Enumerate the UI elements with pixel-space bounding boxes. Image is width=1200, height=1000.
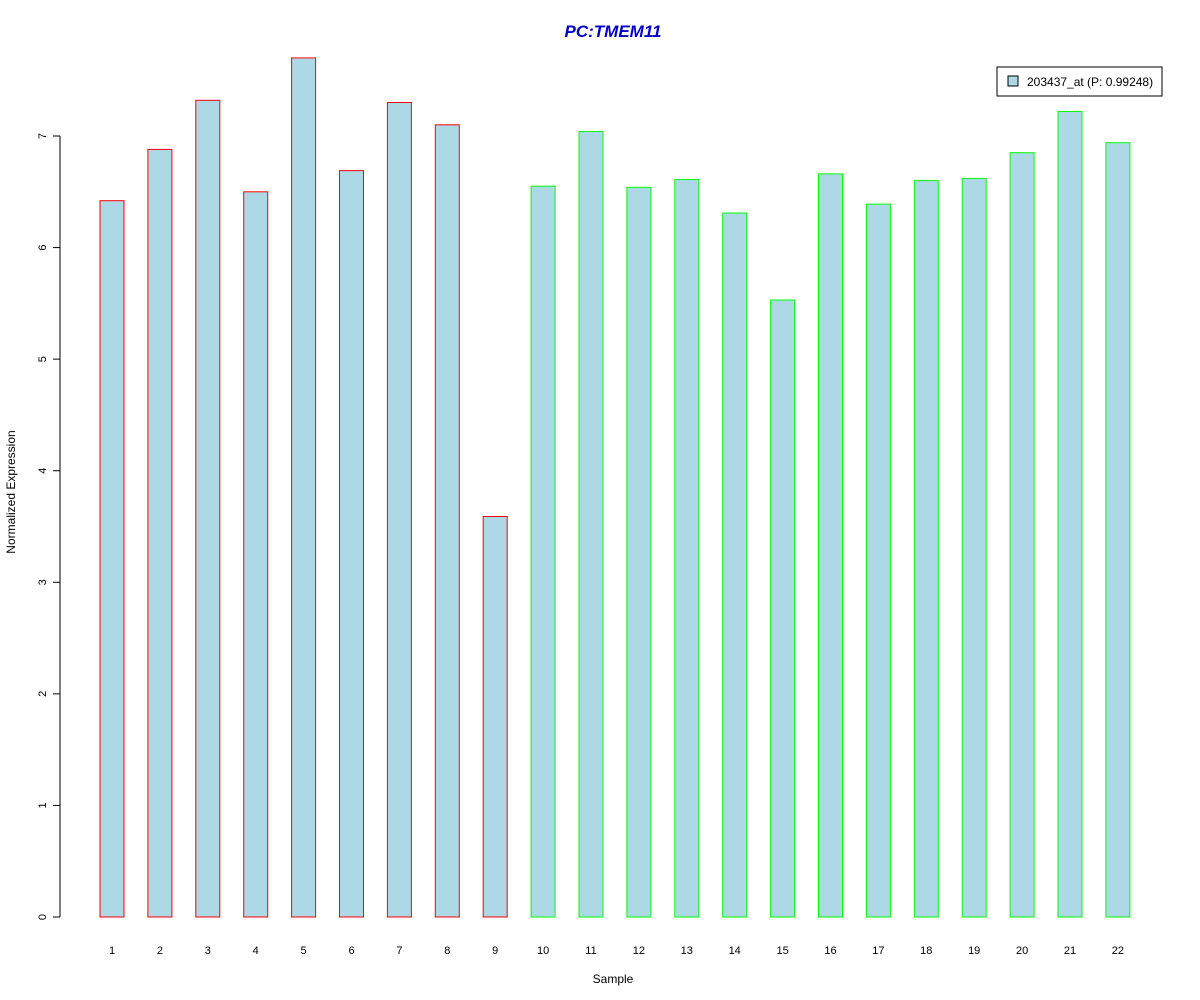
x-tick-label: 20 (1016, 945, 1028, 957)
x-tick-label: 9 (492, 945, 498, 957)
bar-sample-20 (1009, 152, 1035, 918)
x-tick-label: 13 (681, 945, 693, 957)
bar-sample-10 (530, 185, 556, 918)
x-tick-label: 16 (824, 945, 836, 957)
x-axis-label: Sample (593, 972, 634, 986)
y-tick-label: 4 (37, 468, 49, 474)
bar-sample-18 (913, 180, 939, 918)
bar-sample-5 (291, 57, 317, 918)
x-tick-label: 2 (157, 945, 163, 957)
x-tick-label: 21 (1064, 945, 1076, 957)
legend: 203437_at (P: 0.99248) (996, 66, 1163, 97)
legend-swatch (1007, 75, 1019, 87)
x-tick-label: 7 (396, 945, 402, 957)
bar-sample-8 (434, 124, 460, 918)
bar-sample-3 (195, 99, 221, 918)
y-tick-label: 3 (37, 579, 49, 585)
x-tick-label: 10 (537, 945, 549, 957)
x-tick-label: 11 (585, 945, 596, 957)
bar-sample-22 (1105, 142, 1131, 918)
y-tick-label: 7 (37, 133, 49, 139)
y-tick-label: 5 (37, 356, 49, 362)
bar-sample-9 (482, 516, 508, 918)
bar-sample-7 (386, 102, 412, 918)
x-tick-labels: 1 2 3 4 5 6 7 8 9 10 11 12 13 14 15 16 17 18 19 20 21 22 (109, 945, 1124, 957)
chart-title: PC:TMEM11 (565, 22, 662, 41)
x-tick-label: 15 (776, 945, 788, 957)
x-tick-label: 5 (301, 945, 307, 957)
bar-sample-19 (961, 177, 987, 918)
x-tick-label: 22 (1112, 945, 1124, 957)
bar-sample-6 (339, 170, 364, 918)
legend-box (996, 66, 1163, 97)
x-tick-label: 19 (968, 945, 980, 957)
legend-label: 203437_at (P: 0.99248) (1027, 75, 1153, 89)
y-tick-label: 0 (37, 914, 49, 920)
bar-sample-14 (722, 212, 748, 918)
bar-sample-15 (770, 299, 796, 918)
x-tick-label: 12 (633, 945, 645, 957)
x-tick-label: 3 (205, 945, 211, 957)
bar-sample-2 (147, 148, 173, 918)
y-tick-label: 6 (37, 245, 49, 251)
bar-sample-11 (578, 131, 604, 918)
x-tick-label: 14 (729, 945, 741, 957)
bar-sample-21 (1057, 111, 1083, 918)
bar-sample-12 (626, 186, 652, 918)
bar-sample-1 (99, 200, 125, 918)
y-tick-label: 2 (37, 691, 49, 697)
bars-group (99, 57, 1131, 918)
x-tick-label: 4 (253, 945, 259, 957)
y-axis: 0 1 2 3 4 5 6 7 (37, 133, 61, 920)
x-tick-label: 6 (348, 945, 354, 957)
bar-sample-16 (818, 173, 843, 918)
bar-sample-13 (674, 179, 700, 918)
y-tick-label: 1 (37, 802, 49, 808)
x-tick-label: 18 (920, 945, 932, 957)
x-tick-label: 17 (872, 945, 884, 957)
y-axis-label: Normalized Expression (4, 430, 18, 553)
bar-sample-4 (243, 191, 269, 918)
x-tick-label: 1 (109, 945, 115, 957)
bar-sample-17 (865, 203, 891, 918)
x-tick-label: 8 (444, 945, 450, 957)
